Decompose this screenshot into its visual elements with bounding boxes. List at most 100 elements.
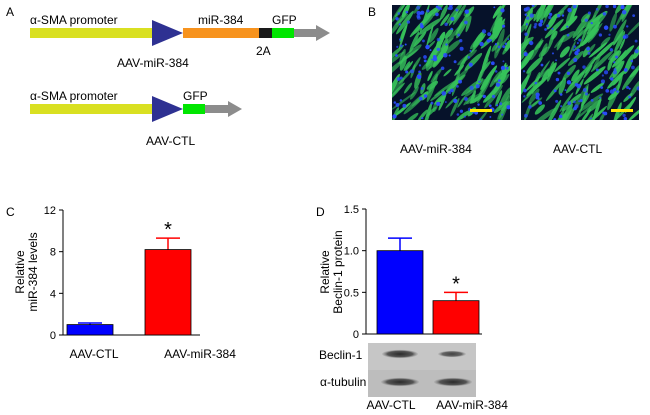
cell-nucleus (448, 91, 452, 95)
cell-nucleus (623, 68, 628, 72)
cell-nucleus (443, 53, 448, 58)
cell-nucleus (600, 79, 606, 84)
cell-nucleus (567, 101, 572, 106)
cell-nucleus (395, 17, 399, 21)
chart-c-y-tick-label: 12 (44, 205, 56, 217)
cell-nucleus (459, 39, 463, 43)
cell-nucleus (616, 90, 619, 93)
panel-d-letter: D (316, 205, 325, 219)
cell-nucleus (506, 105, 510, 110)
cell-nucleus (425, 44, 430, 50)
cell-nucleus (500, 65, 506, 71)
cell-nucleus (567, 7, 572, 13)
cell-nucleus (540, 63, 544, 67)
cell-nucleus (548, 15, 552, 20)
cell-body (445, 96, 458, 109)
cell-nucleus (523, 113, 528, 118)
cell-body (402, 44, 422, 61)
cell-nucleus (436, 47, 441, 52)
cell-body (457, 96, 466, 108)
cell-nucleus (479, 41, 484, 47)
cell-nucleus (440, 66, 445, 71)
cell-nucleus (420, 86, 424, 90)
cell-nucleus (609, 89, 615, 94)
chart-c-bar-0 (66, 324, 114, 336)
cell-nucleus (395, 54, 398, 57)
cell-body (394, 5, 406, 18)
cell-nucleus (478, 80, 481, 84)
cell-nucleus (574, 83, 579, 87)
cell-nucleus (595, 7, 599, 11)
cell-nucleus (553, 118, 557, 120)
cell-body (568, 40, 576, 57)
micrograph-aav-mir-384 (392, 5, 510, 120)
blot-band-beclin-ctl (382, 349, 418, 359)
cell-nucleus (507, 38, 510, 41)
construct2-tail-arrowhead (228, 101, 242, 117)
cell-nucleus (555, 99, 559, 103)
cell-nucleus (578, 100, 581, 103)
cell-nucleus (609, 48, 613, 52)
cell-body (627, 18, 639, 36)
cell-body (554, 57, 571, 72)
cell-body (576, 105, 592, 120)
cell-nucleus (525, 23, 529, 26)
cell-body (417, 109, 428, 120)
blot-band-beclin-mir (438, 350, 466, 358)
cell-body (466, 93, 482, 105)
cell-nucleus (603, 70, 609, 75)
cell-body (502, 38, 510, 55)
chart-d-significance-star: * (452, 273, 460, 295)
cell-body (629, 80, 639, 98)
cell-nucleus (405, 10, 409, 14)
cell-nucleus (564, 89, 567, 92)
cell-body (558, 77, 567, 95)
cell-body (581, 36, 592, 47)
construct1-linker-label: 2A (256, 44, 271, 58)
cell-body (398, 20, 409, 50)
cell-nucleus (441, 91, 447, 96)
cell-nucleus (453, 60, 457, 64)
cell-body (590, 21, 600, 39)
cell-body (392, 51, 405, 70)
cell-body (413, 5, 425, 14)
cell-nucleus (603, 25, 609, 30)
cell-body (544, 18, 564, 39)
cell-nucleus (538, 22, 543, 27)
cell-nucleus (634, 39, 638, 43)
cell-body (584, 56, 597, 74)
cell-nucleus (399, 76, 403, 80)
cell-body (426, 73, 438, 103)
cell-body (598, 112, 606, 120)
cell-nucleus (555, 77, 560, 82)
cell-body (470, 94, 483, 104)
cell-body (621, 64, 639, 91)
cell-nucleus (528, 105, 532, 109)
cell-nucleus (523, 95, 526, 98)
cell-body (571, 69, 580, 82)
cell-nucleus (615, 55, 619, 59)
cell-nucleus (566, 71, 571, 76)
cell-body (609, 12, 618, 32)
panel-b-letter: B (368, 5, 376, 19)
cell-nucleus (613, 61, 616, 64)
cell-nucleus (610, 77, 614, 81)
cell-body (559, 92, 574, 113)
cell-nucleus (445, 43, 448, 46)
cell-body (575, 26, 584, 41)
blot-label-beclin: Beclin-1 (319, 348, 363, 362)
cell-body (491, 42, 499, 52)
cell-nucleus (502, 24, 506, 28)
cell-nucleus (490, 61, 495, 66)
construct2-promoter-label: α-SMA promoter (30, 89, 118, 103)
cell-body (530, 40, 542, 61)
chart-d: 0 0.5 1.0 1.5 Relative Beclin-1 protein AAV-CT… (318, 204, 508, 412)
cell-body (526, 75, 550, 96)
cell-body (612, 102, 622, 120)
cell-body (444, 28, 454, 39)
cell-nucleus (559, 93, 563, 96)
cell-body (454, 64, 464, 76)
cell-body (472, 31, 484, 48)
cell-nucleus (579, 99, 583, 103)
cell-nucleus (535, 95, 540, 100)
